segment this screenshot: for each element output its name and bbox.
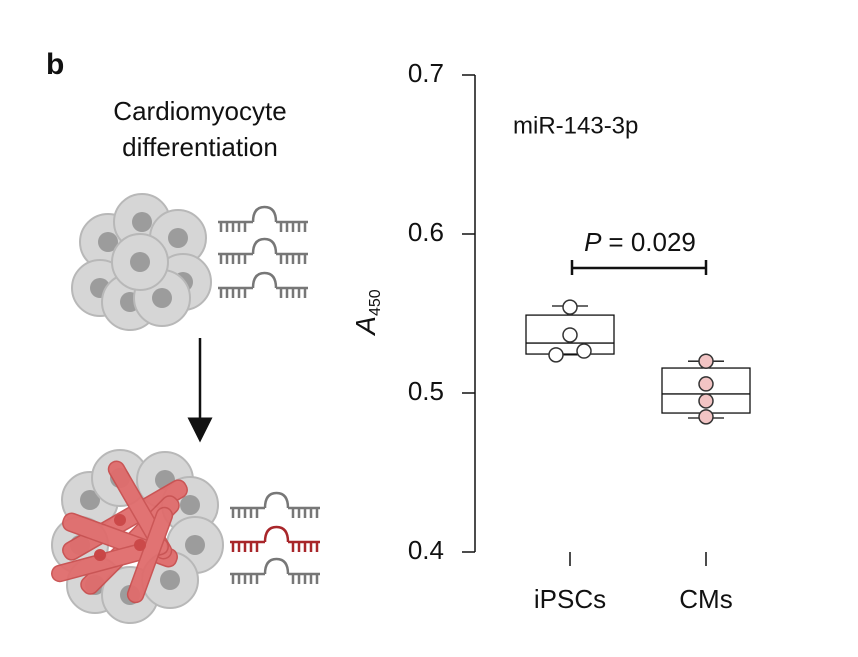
- significance-bracket: [570, 260, 708, 275]
- data-point: [698, 376, 714, 392]
- box-plot: miR-143-3p A450 P = 0.029 0.4 0.5 0.6 0.7 iPS…: [350, 58, 751, 614]
- y-axis-label: A450: [350, 289, 384, 336]
- y-label-sub: 450: [367, 289, 384, 316]
- box: [525, 314, 615, 355]
- x-tick-label: CMs: [679, 584, 732, 614]
- mirna-hairpins: [216, 205, 310, 300]
- x-tick-label: iPSCs: [534, 584, 606, 614]
- y-label-main: A: [350, 316, 381, 337]
- y-tick-label: 0.6: [408, 217, 444, 247]
- y-tick-label: 0.5: [408, 376, 444, 406]
- y-tick-label: 0.4: [408, 535, 444, 565]
- data-point: [698, 393, 714, 409]
- data-point: [562, 299, 578, 315]
- cm-cluster: [51, 449, 224, 624]
- y-tick-label: 0.7: [408, 58, 444, 88]
- data-point: [698, 409, 714, 425]
- ipsc-cluster: [71, 193, 212, 331]
- chart-title: miR-143-3p: [513, 112, 638, 139]
- p-value: P = 0.029: [584, 227, 696, 257]
- caption: Cardiomyocyte: [113, 96, 286, 126]
- p-text: = 0.029: [608, 227, 695, 257]
- p-symbol: P: [584, 227, 602, 257]
- panel-label: b: [46, 48, 64, 81]
- caption: differentiation: [122, 132, 278, 162]
- data-point: [548, 347, 564, 363]
- data-point: [698, 353, 714, 369]
- data-point: [576, 343, 592, 359]
- mirna-hairpins: [228, 491, 322, 586]
- data-point: [562, 327, 578, 343]
